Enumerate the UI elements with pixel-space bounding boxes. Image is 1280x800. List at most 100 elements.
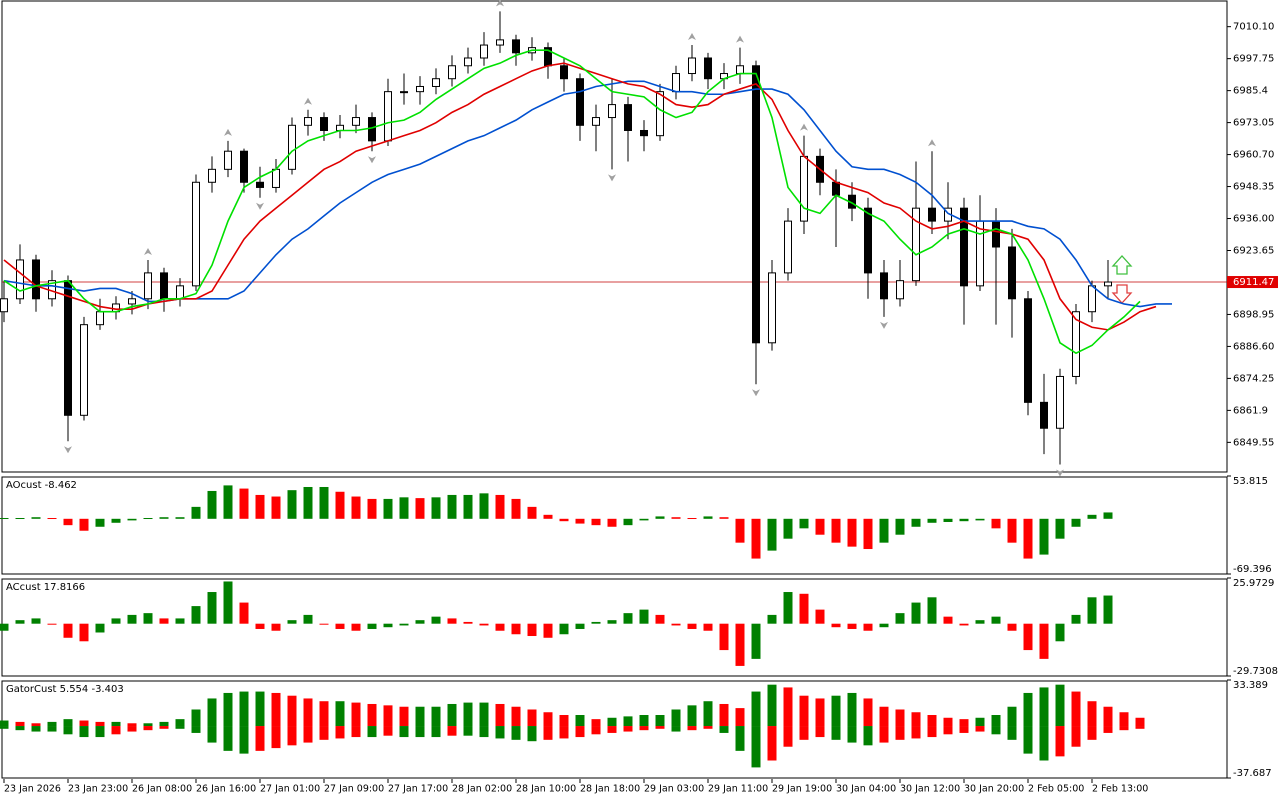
histogram-bar <box>63 623 73 638</box>
histogram-bar <box>1087 514 1097 519</box>
gator-bar <box>559 726 569 739</box>
gator-bar <box>159 726 169 729</box>
candle-body <box>224 150 232 170</box>
gator-bar <box>1039 687 1049 727</box>
gator-bar <box>447 726 457 736</box>
histogram-bar <box>703 516 713 519</box>
fractal-down <box>880 321 888 329</box>
x-tick-label: 26 Jan 16:00 <box>196 784 256 795</box>
histogram-bar <box>767 614 777 624</box>
gator-bar <box>623 726 633 732</box>
x-tick-label: 30 Jan 04:00 <box>836 784 896 795</box>
panel-label: ACcust 17.8166 <box>6 582 85 593</box>
histogram-bar <box>79 623 89 642</box>
candle-body <box>768 272 776 344</box>
gator-bar <box>959 719 969 727</box>
histogram-bar <box>1023 518 1033 559</box>
candle-body <box>160 272 168 300</box>
gator-bar <box>463 702 473 727</box>
histogram-bar <box>559 518 569 522</box>
gator-bar <box>15 721 25 727</box>
y-tick-label: 6960.70 <box>1233 150 1274 161</box>
y-tick-label: 6886.60 <box>1233 341 1274 352</box>
histogram-bar <box>175 618 185 624</box>
histogram-bar <box>847 623 857 629</box>
x-tick-label: 30 Jan 20:00 <box>964 784 1024 795</box>
histogram-bar <box>639 518 649 521</box>
fractal-down <box>1056 469 1064 477</box>
y-tick-label: 6985.4 <box>1233 86 1268 97</box>
histogram-bar <box>79 518 89 531</box>
histogram-bar <box>991 518 1001 529</box>
fractal-up <box>928 139 936 147</box>
y-tick-label: 6849.55 <box>1233 437 1274 448</box>
gator-bar <box>927 726 937 738</box>
gator-bar <box>543 726 553 740</box>
histogram-bar <box>671 517 681 519</box>
gator-bar <box>287 695 297 727</box>
histogram-bar <box>511 498 521 519</box>
gator-bar <box>399 726 409 738</box>
gator-bar <box>1055 684 1065 727</box>
histogram-bar <box>527 623 537 637</box>
gator-bar <box>271 692 281 727</box>
gator-bar <box>543 712 553 727</box>
gator-bar <box>783 726 793 747</box>
histogram-bar <box>431 616 441 624</box>
gator-bar <box>63 719 73 727</box>
gator-bar <box>479 726 489 738</box>
x-tick-label: 29 Jan 19:00 <box>772 784 832 795</box>
histogram-bar <box>815 518 825 535</box>
histogram-bar <box>303 614 313 624</box>
histogram-bar <box>1007 623 1017 631</box>
gator-bar <box>415 726 425 738</box>
histogram-bar <box>463 494 473 519</box>
gator-bar <box>79 720 89 727</box>
gator-bar <box>239 726 249 754</box>
fractal-down <box>64 446 72 454</box>
gator-bar <box>495 703 505 727</box>
histogram-bar <box>191 506 201 519</box>
candle-body <box>1056 375 1064 429</box>
histogram-bar <box>575 518 585 524</box>
gator-bar <box>287 726 297 746</box>
gator-bar <box>207 698 217 727</box>
candle-body <box>736 65 744 75</box>
histogram-bar <box>447 618 457 624</box>
histogram-bar <box>1071 614 1081 624</box>
current-price-label: 6911.47 <box>1233 277 1274 288</box>
histogram-bar <box>159 517 169 519</box>
histogram-bar <box>543 514 553 519</box>
histogram-bar <box>111 518 121 523</box>
histogram-bar <box>463 621 473 624</box>
histogram-bar <box>383 623 393 628</box>
histogram-bar <box>879 623 889 628</box>
gator-bar <box>575 715 585 727</box>
histogram-bar <box>607 518 617 527</box>
histogram-bar <box>1055 623 1065 642</box>
histogram-bar <box>895 613 905 624</box>
gator-bar <box>319 726 329 740</box>
histogram-bar <box>943 518 953 522</box>
histogram-bar <box>799 518 809 529</box>
histogram-bar <box>751 623 761 659</box>
histogram-bar <box>991 616 1001 624</box>
gator-bar <box>47 721 57 727</box>
gator-bar <box>527 726 537 742</box>
histogram-bar <box>335 623 345 629</box>
histogram-bar <box>255 494 265 519</box>
gator-bar <box>1103 706 1113 727</box>
histogram-bar <box>831 518 841 543</box>
histogram-bar <box>847 518 857 547</box>
candle-body <box>656 91 664 137</box>
histogram-bar <box>127 518 137 521</box>
candle-body <box>192 181 200 287</box>
x-tick-label: 23 Jan 2026 <box>4 784 61 795</box>
candle-body <box>128 298 136 305</box>
y-tick-label: 6874.25 <box>1233 373 1274 384</box>
gator-bar <box>719 703 729 727</box>
histogram-bar <box>943 616 953 624</box>
gator-bar <box>447 703 457 727</box>
candle-body <box>448 65 456 80</box>
